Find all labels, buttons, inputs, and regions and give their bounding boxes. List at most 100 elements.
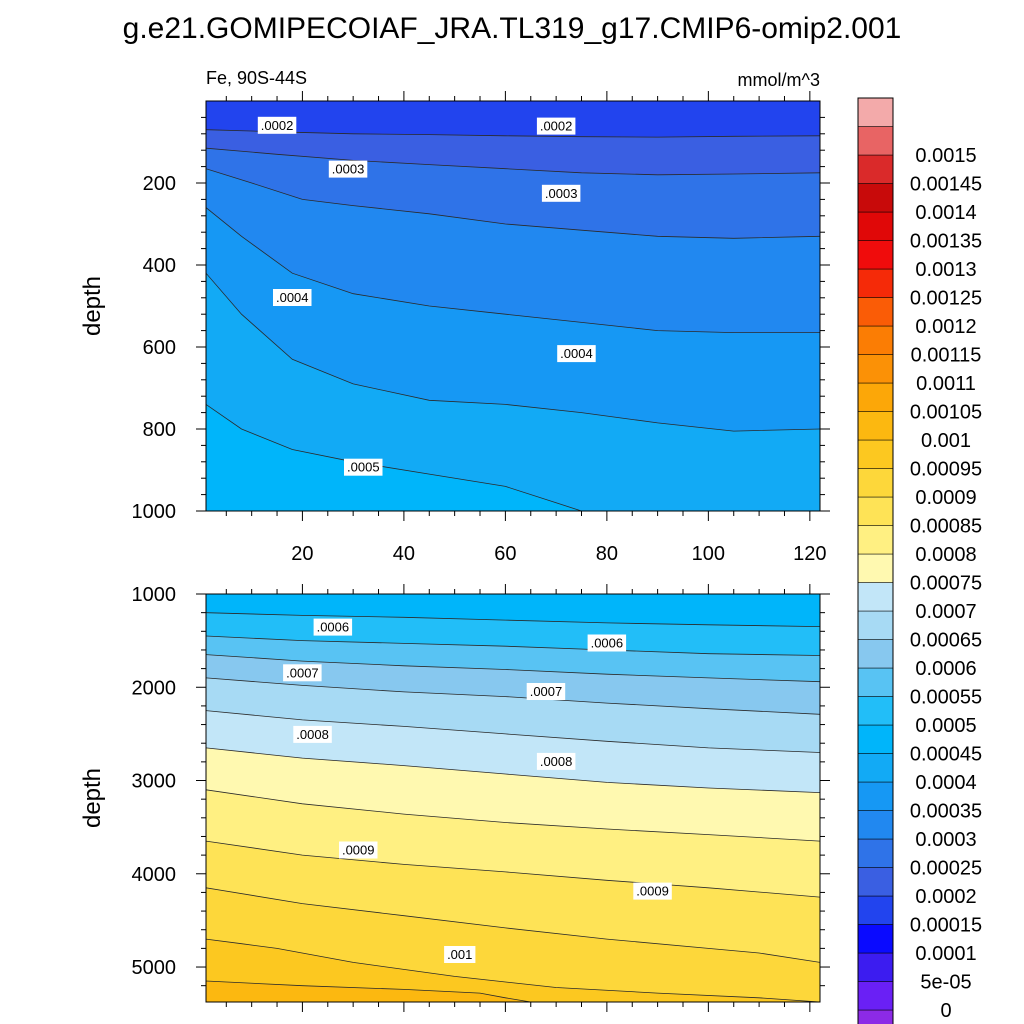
colorbar-label: 0.0005 (915, 715, 976, 737)
lower-contour-line-9 (206, 938, 820, 1002)
contour-label-text: .0004 (276, 290, 309, 305)
panel-lower: .0006 .0006 .0007 .0007 .0008 .0008 .0009 .0009… (79, 584, 830, 1012)
contour-label: .0003 (541, 184, 581, 202)
colorbar-label: 0.00125 (910, 288, 982, 310)
contour-label-bg (587, 634, 627, 652)
colorbar-label: 0.00095 (910, 459, 982, 481)
lower-contour-line-6 (206, 789, 820, 842)
colorbar-label: 0.0008 (915, 544, 976, 566)
colorbar-label: 0 (940, 1000, 951, 1022)
colorbar-label: 0.0012 (915, 316, 976, 338)
x-tick-label: 60 (494, 543, 516, 565)
colorbar-label: 0.0013 (915, 259, 976, 281)
contour-label: .0009 (339, 841, 378, 859)
colorbar: 0 5e-05 0.0001 0.00015 0.0002 0.00025 0.0003 0.… (857, 97, 982, 1024)
contour-label-bg (536, 752, 576, 770)
colorbar-swatch (857, 126, 894, 156)
contour-label-bg (328, 160, 368, 178)
lower-contour-line-8 (206, 887, 820, 963)
colorbar-swatch (857, 952, 894, 982)
lower-contour-labels: .0006 .0006 .0007 .0007 .0008 .0008 .0009 .0009… (283, 618, 672, 963)
colorbar-frame (857, 97, 894, 1024)
lower-contour-line-3 (206, 677, 820, 715)
lower-band-9 (206, 939, 820, 1002)
contour-label-bg (444, 946, 476, 963)
contour-label-bg (557, 345, 596, 363)
y-tick-label: 1000 (132, 584, 177, 606)
x-tick-label: 40 (393, 543, 415, 565)
contour-label-text: .0003 (332, 162, 365, 177)
upper-contour-labels: .0002 .0002 .0003 .0003 .0004 .0004 .0005 (257, 116, 596, 476)
contour-label-bg (273, 289, 312, 306)
colorbar-label: 0.00055 (910, 687, 982, 709)
lower-contour-line-5 (206, 747, 820, 793)
lower-contour-lines (206, 612, 820, 1002)
colorbar-label: 0.00115 (911, 345, 982, 367)
colorbar-swatch (857, 810, 894, 840)
colorbar-swatch (857, 154, 894, 184)
colorbar-label: 0.00065 (910, 630, 982, 652)
contour-label: .0007 (526, 683, 566, 700)
colorbar-label: 0.001 (921, 430, 971, 452)
colorbar-label: 0.0007 (915, 601, 976, 623)
colorbar-swatch (857, 724, 894, 754)
contour-label: .0007 (283, 664, 322, 682)
colorbar-label: 0.0015 (915, 145, 976, 167)
contour-label-bg (283, 664, 322, 682)
contour-label-bg (526, 683, 566, 700)
contour-label-text: .0007 (530, 684, 563, 699)
y-tick-label: 800 (143, 419, 176, 441)
upper-contour-line-4 (206, 272, 820, 432)
contour-label-bg (313, 618, 353, 636)
lower-axes: 1000 2000 3000 4000 5000 depth (79, 584, 830, 1012)
contour-label-text: .0003 (545, 186, 578, 201)
colorbar-label: 0.00085 (910, 516, 982, 538)
y-tick-label: 4000 (132, 864, 177, 886)
colorbar-swatch (857, 753, 894, 783)
panel-units-subtitle: mmol/m^3 (738, 70, 820, 90)
contour-label-bg (339, 841, 378, 859)
upper-band-5 (206, 404, 820, 511)
upper-contour-line-0 (206, 129, 820, 138)
upper-frame (205, 100, 821, 512)
colorbar-swatch (857, 211, 894, 241)
contour-label-text: .0004 (560, 346, 593, 361)
colorbar-label: 0.00145 (910, 174, 982, 196)
upper-contour-line-1 (206, 147, 820, 176)
plot-panels: .0002 .0002 .0003 .0003 .0004 .0004 .0005 20 40 6… (79, 91, 830, 1012)
contour-label-bg (257, 116, 297, 134)
colorbar-label: 0.00015 (910, 915, 982, 937)
colorbar-swatch (857, 582, 894, 612)
colorbar-swatch (857, 981, 894, 1011)
upper-contour-line-3 (206, 207, 820, 333)
colorbar-label: 0.0011 (916, 373, 976, 395)
colorbar-swatch (857, 553, 894, 583)
colorbar-label: 0.00025 (910, 858, 982, 880)
colorbar-swatch (857, 268, 894, 298)
contour-label: .001 (444, 946, 476, 963)
panel-upper: .0002 .0002 .0003 .0003 .0004 .0004 .0005 20 40 6… (79, 91, 830, 565)
x-tick-label: 120 (793, 543, 826, 565)
y-tick-label: 600 (143, 337, 176, 359)
colorbar-swatch (857, 183, 894, 213)
colorbar-label: 0.00045 (910, 744, 982, 766)
colorbar-label: 0.0009 (915, 487, 976, 509)
upper-axes: 20 40 60 80 100 120 200 400 600 800 1000 depth (79, 91, 830, 565)
colorbar-swatch (857, 468, 894, 498)
contour-label: .0005 (344, 458, 383, 476)
contour-label: .0009 (633, 882, 672, 900)
contour-label-bg (536, 117, 576, 135)
x-tick-label: 100 (692, 543, 725, 565)
colorbar-swatch (857, 696, 894, 726)
colorbar-label: 0.0003 (915, 829, 976, 851)
contour-label-bg (344, 458, 383, 476)
lower-filled-bands (206, 594, 820, 1002)
y-tick-label: 1000 (132, 501, 177, 523)
contour-label: .0002 (536, 117, 576, 135)
y-axis-label: depth (79, 768, 106, 828)
colorbar-swatch (857, 838, 894, 868)
contour-label-text: .0002 (261, 118, 294, 133)
colorbar-label: 5e-05 (920, 972, 971, 994)
contour-label-text: .0008 (540, 754, 573, 769)
